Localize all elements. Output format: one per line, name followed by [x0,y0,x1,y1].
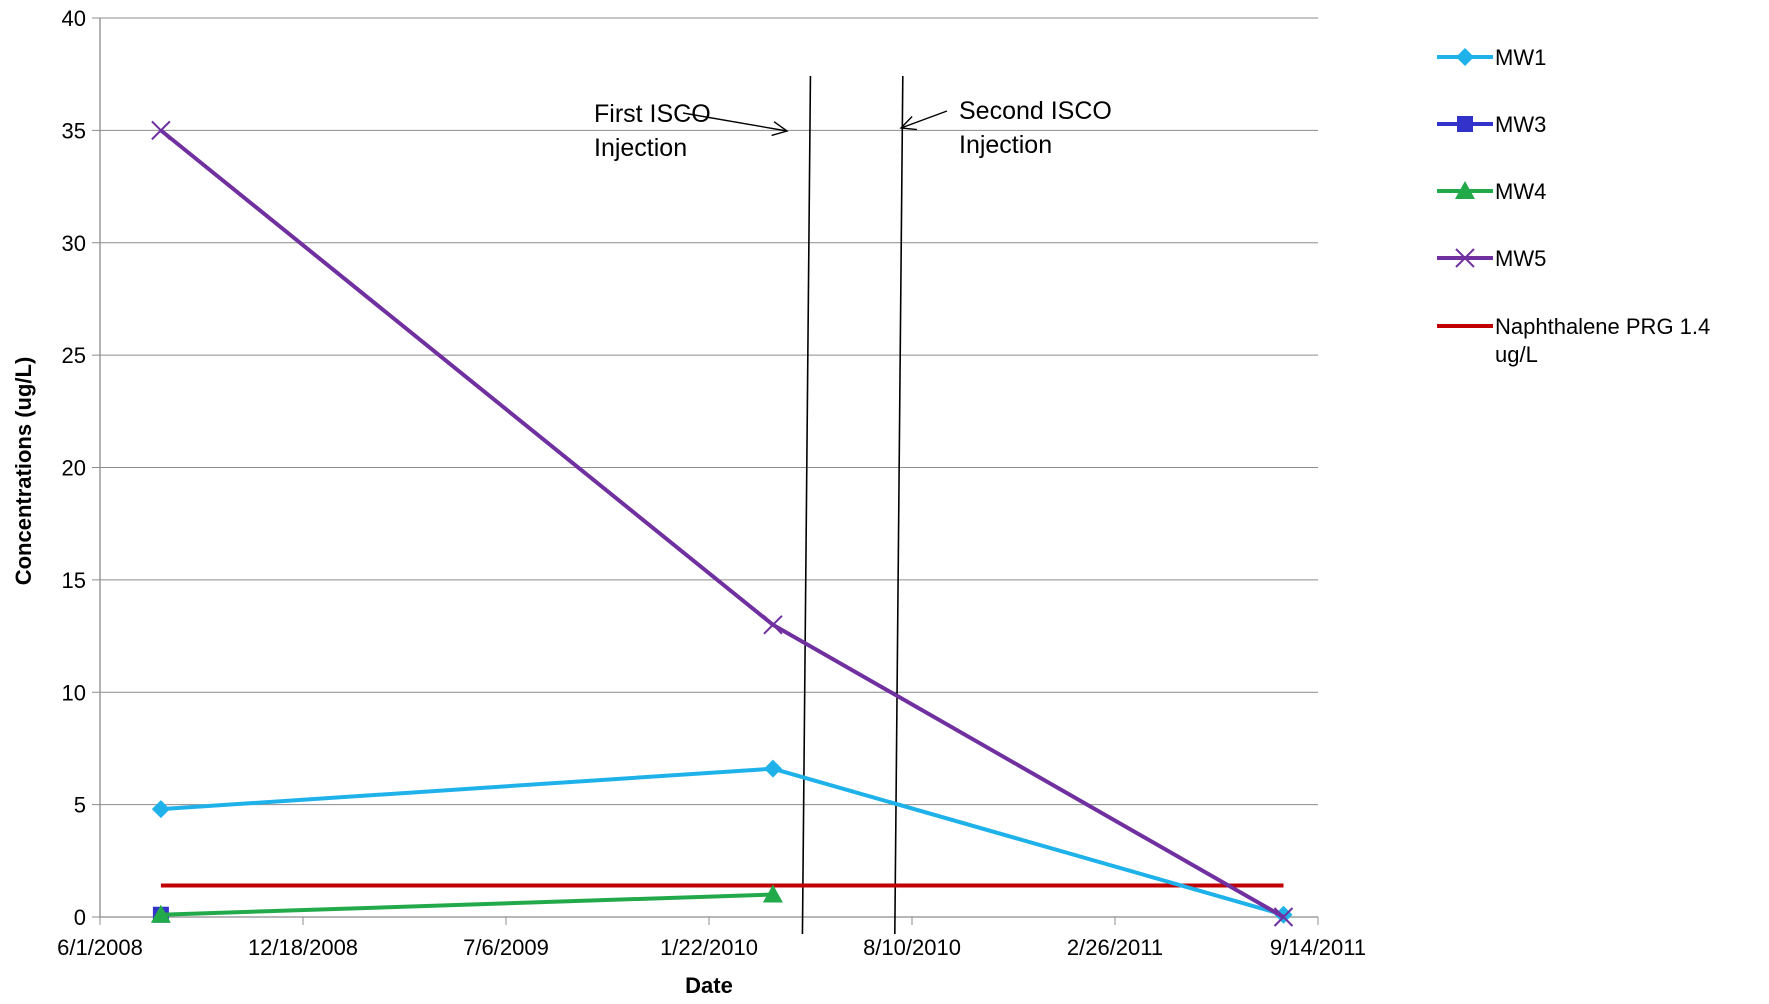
annotation-line-2 [894,75,904,935]
data-point-mw5 [151,120,171,141]
annotation-arrowhead-2 [899,115,917,131]
legend: MW1 MW3 MW4 MW5 Naphthalene PRG 1.4 ug/L [1437,45,1710,367]
y-tick-label: 40 [62,6,86,31]
annotation-arrow-1 [682,112,788,132]
legend-marker-mw5 [1455,248,1475,268]
annotations: First ISCO Injection Second ISCO Injection [594,75,1112,935]
legend-item-mw4: MW4 [1437,179,1546,204]
data-point-mw1 [763,759,782,778]
series-mw4 [150,884,783,923]
x-tick-label: 2/26/2011 [1067,935,1163,960]
legend-item-mw5: MW5 [1437,246,1546,271]
series [150,120,1294,927]
x-tick-label: 6/1/2008 [57,935,143,960]
annotation-label-2: Injection [959,131,1052,159]
legend-item-mw3: MW3 [1437,112,1546,137]
legend-label-mw1: MW1 [1495,45,1546,70]
annotation-label-1: Injection [594,134,687,162]
annotation-label-2: Second ISCO [959,97,1112,125]
legend-marker-mw3 [1457,116,1473,132]
y-tick-label: 25 [62,343,86,368]
series-mw1 [151,759,1293,924]
annotation-arrowhead-1 [771,121,789,137]
x-tick-label: 1/22/2010 [660,935,758,960]
annotation-line-1 [801,75,812,935]
y-tick-label: 20 [62,456,86,481]
axes: 0 5 10 15 20 25 30 35 40 6/1/2008 12/18/2008 7/6/20… [57,6,1366,960]
y-tick-label: 35 [62,118,86,143]
annotation-label-1: First ISCO [594,100,711,128]
legend-label-mw4: MW4 [1495,179,1546,204]
legend-label-mw3: MW3 [1495,112,1546,137]
x-tick-label: 9/14/2011 [1270,935,1366,960]
legend-marker-mw4 [1455,181,1475,199]
x-axis-title: Date [685,973,733,998]
data-point-mw1 [151,800,170,819]
legend-label-naphthalene-prg-1-4-ug-l: Naphthalene PRG 1.4 ug/L [1495,314,1710,367]
series-line-mw4 [160,892,774,917]
x-tick-label: 8/10/2010 [863,935,961,960]
y-tick-label: 15 [62,568,86,593]
legend-label-mw5: MW5 [1495,246,1546,271]
data-point-mw4 [150,904,171,923]
y-tick-label: 0 [74,905,86,930]
x-tick-label: 7/6/2009 [463,935,549,960]
series-mw5 [151,120,1294,927]
y-tick-label: 5 [74,793,86,818]
y-tick-label: 10 [62,680,86,705]
series-line-mw1 [160,766,1285,917]
x-tick-label: 12/18/2008 [248,935,358,960]
data-point-mw4 [762,884,783,903]
y-tick-label: 30 [62,231,86,256]
data-point-mw5 [1273,907,1294,927]
annotation-arrow-2 [900,110,948,129]
gridlines [100,17,1318,806]
legend-item-mw1: MW1 [1437,45,1546,70]
legend-marker-mw1 [1456,48,1474,66]
y-axis-title: Concentrations (ug/L) [11,357,36,586]
legend-item-naphthalene-prg-1-4-ug-l: Naphthalene PRG 1.4 ug/L [1437,314,1710,367]
data-point-mw5 [763,615,783,635]
